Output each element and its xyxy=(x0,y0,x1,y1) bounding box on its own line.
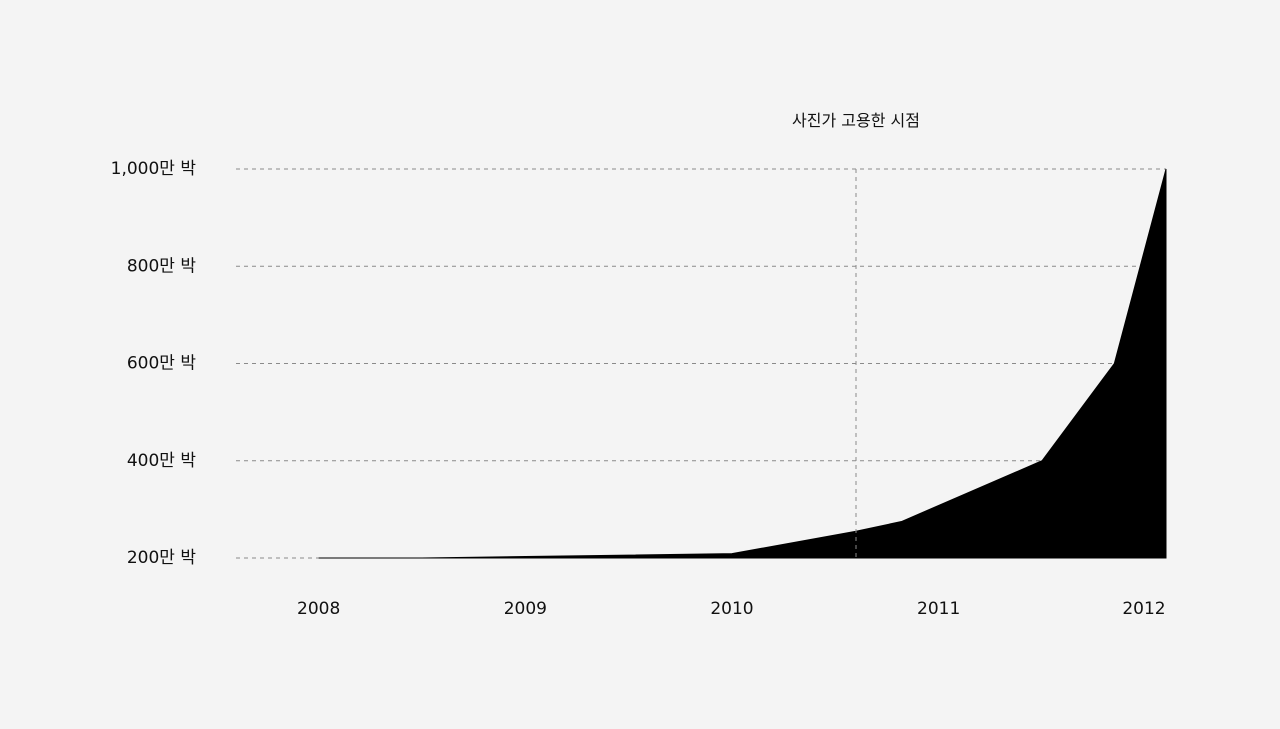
y-tick-label: 800만 박 xyxy=(127,256,196,276)
y-axis-tick-labels: 200만 박 400만 박 600만 박 800만 박 1,000만 박 xyxy=(111,159,197,568)
annotation-label: 사진가 고용한 시점 xyxy=(792,111,920,130)
x-axis-tick-labels: 2008 2009 2010 2011 2012 xyxy=(297,599,1166,619)
x-tick-label: 2011 xyxy=(917,599,960,619)
y-tick-label: 600만 박 xyxy=(127,354,196,374)
x-tick-label: 2008 xyxy=(297,599,340,619)
x-tick-label: 2012 xyxy=(1122,599,1165,619)
y-tick-label: 1,000만 박 xyxy=(111,159,197,179)
x-tick-label: 2009 xyxy=(504,599,547,619)
area-series xyxy=(318,168,1167,559)
x-tick-label: 2010 xyxy=(710,599,753,619)
y-tick-label: 400만 박 xyxy=(127,451,196,471)
annotation-marker: 사진가 고용한 시점 xyxy=(792,111,920,558)
area-series-fill xyxy=(318,168,1167,559)
y-tick-label: 200만 박 xyxy=(127,548,196,568)
